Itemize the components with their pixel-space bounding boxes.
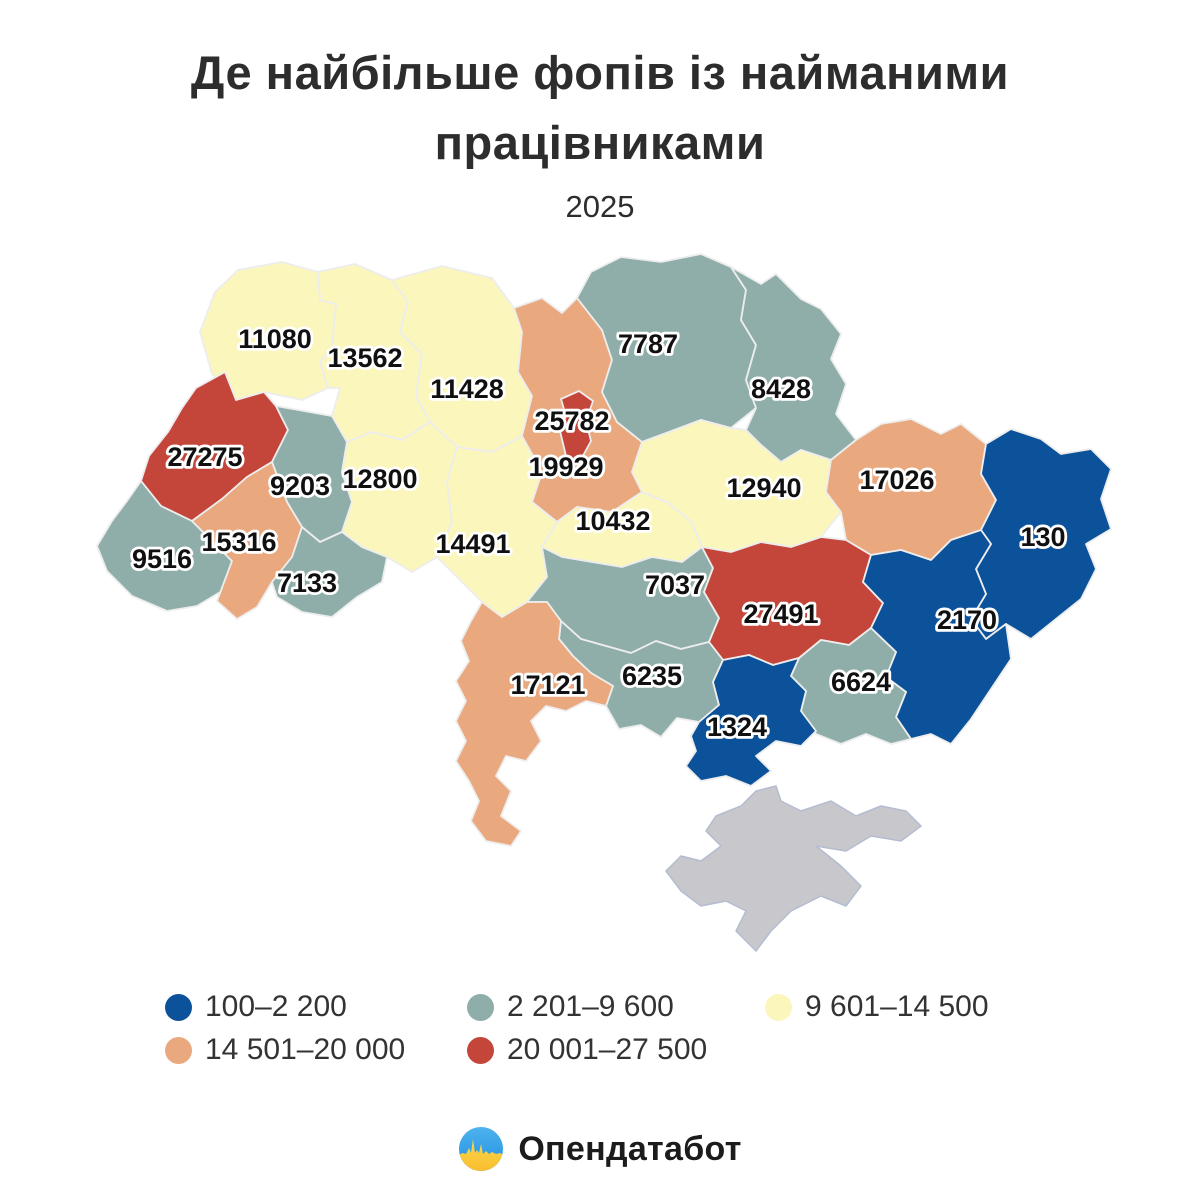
brand-name: Опендатабот	[518, 1129, 742, 1168]
legend-label-bin-4: 14 501–20 000	[205, 1033, 406, 1066]
value-label-odesa: 17121	[510, 670, 585, 700]
value-label-ivano-frankivsk: 15316	[201, 527, 276, 557]
header: Де найбільше фопів із найманими працівни…	[0, 38, 1200, 225]
legend-label-bin-2: 2 201–9 600	[507, 990, 674, 1023]
value-label-kherson: 1324	[707, 712, 767, 742]
legend-item-bin-2: 2 201–9 600	[467, 990, 674, 1024]
legend-label-bin-3: 9 601–14 500	[805, 990, 989, 1023]
value-label-sumy: 8428	[751, 374, 811, 404]
map-value-labels: 11080 13562 11428 25782 19929 7787 8428 …	[129, 321, 1068, 745]
opendatabot-logo-icon	[459, 1127, 504, 1171]
region-kherson	[685, 654, 817, 787]
value-label-vinnytsia: 14491	[435, 529, 510, 559]
legend-swatch-red	[467, 1036, 494, 1064]
region-odesa	[455, 601, 614, 847]
value-label-kyiv-city: 25782	[534, 406, 609, 436]
legend-label-bin-1: 100–2 200	[205, 990, 347, 1023]
page-title-line-2: працівниками	[434, 115, 766, 169]
value-label-kyiv-oblast: 19929	[528, 452, 603, 482]
value-label-mykolaiv: 6235	[622, 661, 682, 691]
region-crimea-no-data	[665, 785, 922, 952]
value-label-poltava: 12940	[726, 473, 801, 503]
legend-item-bin-5: 20 001–27 500	[467, 1033, 707, 1067]
value-label-cherkasy: 10432	[575, 506, 650, 536]
value-label-khmelnytskyi: 12800	[342, 464, 417, 494]
legend-item-bin-1: 100–2 200	[165, 990, 347, 1024]
page-title-line-1: Де найбільше фопів із найманими	[190, 46, 1010, 99]
value-label-kirovohrad: 7037	[645, 570, 705, 600]
subtitle-year: 2025	[565, 189, 635, 225]
value-label-lviv: 27275	[167, 442, 242, 472]
legend-swatch-orange	[165, 1036, 192, 1064]
value-label-ternopil: 9203	[270, 471, 330, 501]
value-label-rivne: 13562	[327, 343, 402, 373]
brand-footer: Опендатабот	[0, 1126, 1200, 1172]
value-label-zhytomyr: 11428	[430, 374, 504, 404]
map-regions	[96, 253, 1112, 952]
legend-swatch-blue	[165, 993, 192, 1021]
region-ivano-frankivsk	[191, 461, 303, 620]
region-chernivtsi	[271, 526, 388, 618]
value-label-kharkiv: 17026	[859, 465, 934, 495]
value-label-zakarpattia: 9516	[132, 544, 192, 574]
legend-swatch-yellow	[765, 993, 792, 1021]
value-label-chernivtsi: 7133	[277, 568, 337, 598]
legend-item-bin-3: 9 601–14 500	[765, 990, 989, 1024]
value-label-chernihiv: 7787	[618, 329, 678, 359]
value-label-zaporizhzhia: 6624	[831, 667, 891, 697]
value-label-dnipropetrovsk: 27491	[743, 599, 818, 629]
region-kyiv-city	[559, 390, 594, 464]
legend-item-bin-4: 14 501–20 000	[165, 1033, 405, 1067]
value-label-donetsk: 2170	[937, 605, 997, 635]
value-label-volyn: 11080	[238, 324, 312, 354]
legend-swatch-teal	[467, 993, 494, 1021]
legend-label-bin-5: 20 001–27 500	[507, 1033, 708, 1066]
value-label-luhansk: 130	[1020, 522, 1065, 552]
